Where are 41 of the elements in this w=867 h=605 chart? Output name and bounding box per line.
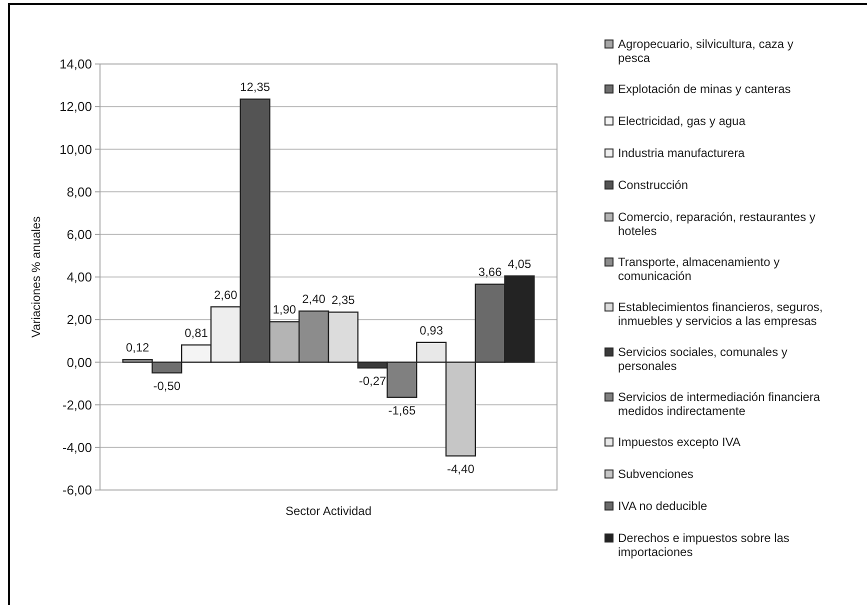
data-label: -0,27	[358, 374, 387, 388]
legend-label: Impuestos excepto IVA	[618, 435, 741, 449]
y-tick-label: -4,00	[62, 440, 92, 455]
legend-label: Agropecuario, silvicultura, caza y pesca	[618, 37, 794, 65]
data-label: -0,50	[153, 378, 181, 393]
y-tick-label: 8,00	[66, 184, 92, 200]
data-label: 0,93	[420, 323, 444, 338]
legend-label: IVA no deducible	[618, 499, 708, 513]
y-axis-title: Variaciones % anuales	[29, 216, 43, 338]
y-tick-label: 2,00	[66, 312, 92, 328]
legend-label: Electricidad, gas y agua	[618, 114, 746, 128]
legend-label: Derechos e impuestos sobre las importaciones	[618, 531, 790, 559]
legend-label: Subvenciones	[618, 467, 694, 481]
y-tick-label: 4,00	[66, 270, 92, 285]
legend-label: Servicios sociales, comunales y personales	[618, 345, 788, 373]
data-label: 2,35	[332, 293, 356, 308]
data-label: 4,05	[508, 256, 532, 271]
data-label: 2,60	[214, 288, 238, 302]
y-tick-label: 12,00	[59, 99, 92, 114]
data-label: 0,12	[126, 340, 150, 355]
legend-label: Construcción	[618, 178, 688, 192]
y-tick-label: 14,00	[59, 56, 92, 72]
y-tick-label: 10,00	[59, 142, 92, 157]
legend-label: Transporte, almacenamiento y comunicación	[618, 255, 780, 283]
y-tick-label: -2,00	[62, 397, 92, 412]
legend-label: Servicios de intermediación financiera medidos indirectamente	[618, 390, 820, 418]
data-label: 0,81	[184, 326, 208, 340]
y-tick-label: -6,00	[62, 482, 92, 498]
legend-label: Establecimientos financieros, seguros, inmuebles y servicios a las empresas	[618, 300, 823, 328]
data-label: 1,90	[272, 302, 296, 317]
legend-label: Industria manufacturera	[618, 146, 746, 160]
y-tick-label: 6,00	[66, 226, 92, 242]
legend-label: Explotación de minas y canteras	[618, 82, 791, 96]
data-label: 3,66	[478, 265, 502, 280]
legend-label: Comercio, reparación, restaurantes y hoteles	[618, 210, 816, 238]
data-label: 12,35	[240, 80, 270, 94]
x-axis-title: Sector Actividad	[285, 504, 372, 518]
y-tick-label: 0,00	[66, 354, 92, 370]
data-label: 2,40	[302, 292, 326, 306]
data-label: -1,65	[388, 403, 416, 418]
data-label: -4,40	[447, 462, 475, 476]
